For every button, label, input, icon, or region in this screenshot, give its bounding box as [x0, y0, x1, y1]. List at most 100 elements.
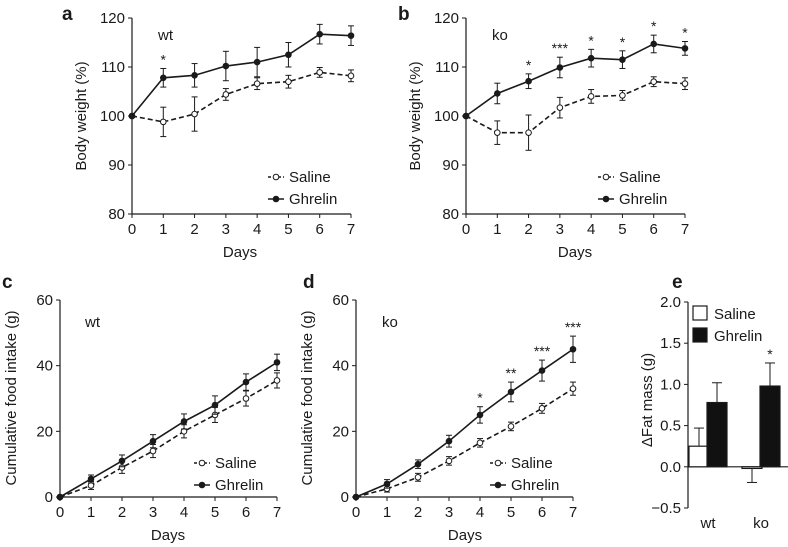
data-point-saline — [587, 93, 595, 100]
x-tick-label: 5 — [618, 221, 626, 238]
significance-marker: *** — [552, 40, 569, 56]
x-tick-label: 3 — [149, 504, 157, 521]
data-point-ghrelin — [507, 388, 515, 396]
legend-marker — [494, 459, 502, 467]
legend-label: Saline — [215, 455, 257, 472]
data-point-saline — [222, 91, 230, 98]
y-tick-label: 90 — [442, 157, 459, 174]
panel-letter: e — [672, 272, 683, 293]
x-tick-label: 6 — [242, 504, 250, 521]
y-tick-label: 80 — [442, 206, 459, 223]
significance-marker: * — [620, 34, 626, 50]
data-point-ghrelin — [242, 378, 250, 386]
x-tick-label: 7 — [681, 221, 689, 238]
y-tick-label: 90 — [108, 157, 125, 174]
y-tick-label: 100 — [100, 108, 125, 125]
x-tick-label: 4 — [587, 221, 595, 238]
series-line-saline — [131, 71, 352, 123]
data-point-ghrelin — [273, 359, 281, 366]
y-tick-label: 0.0 — [660, 459, 681, 476]
y-tick-label: 40 — [332, 358, 349, 375]
data-point-saline — [149, 447, 157, 455]
data-point-ghrelin — [383, 480, 391, 488]
series-line-saline — [465, 80, 686, 134]
x-tick-label: 6 — [538, 504, 546, 521]
y-axis-label: Body weight (%) — [407, 61, 424, 170]
category-label: ko — [753, 515, 769, 532]
y-tick-label: 60 — [36, 292, 53, 309]
group-label: ko — [492, 27, 508, 44]
x-tick-label: 2 — [118, 504, 126, 521]
y-tick-label: 120 — [434, 10, 459, 27]
significance-marker: * — [682, 25, 688, 41]
data-point-ghrelin — [87, 475, 95, 483]
data-point-saline — [650, 78, 658, 85]
panel-letter: a — [62, 4, 73, 25]
significance-marker: * — [161, 51, 167, 67]
y-axis-label: Cumulative food intake (g) — [3, 310, 20, 485]
group-label: ko — [382, 314, 398, 331]
y-tick-label: 2.0 — [660, 294, 681, 311]
y-tick-label: −0.5 — [651, 500, 681, 517]
panel-letter: c — [2, 272, 13, 293]
legend-label: Ghrelin — [714, 328, 762, 345]
x-tick-label: 5 — [507, 504, 515, 521]
data-point-saline — [476, 439, 484, 447]
series-line-saline — [59, 379, 278, 498]
data-point-ghrelin — [128, 112, 136, 120]
y-axis-label: Cumulative food intake (g) — [299, 310, 316, 485]
y-tick-label: 110 — [435, 59, 459, 76]
data-point-saline — [191, 110, 198, 118]
data-point-ghrelin — [476, 411, 484, 419]
data-point-ghrelin — [352, 493, 360, 501]
data-point-saline — [619, 92, 626, 99]
y-axis-label: ΔFat mass (g) — [639, 353, 656, 447]
data-point-ghrelin — [56, 493, 64, 501]
data-point-saline — [347, 72, 355, 80]
legend-label: Ghrelin — [511, 477, 559, 494]
data-point-ghrelin — [445, 437, 453, 445]
x-tick-label: 1 — [383, 504, 391, 521]
legend-swatch — [692, 327, 708, 343]
legend-marker — [602, 195, 610, 203]
data-point-ghrelin — [285, 51, 292, 59]
x-tick-label: 0 — [352, 504, 360, 521]
data-point-ghrelin — [569, 345, 577, 353]
panel-letter: d — [303, 272, 315, 293]
legend-marker — [602, 173, 610, 181]
data-point-ghrelin — [681, 45, 689, 52]
significance-marker: * — [526, 57, 532, 73]
data-point-ghrelin — [462, 112, 470, 120]
x-tick-label: 0 — [56, 504, 64, 521]
data-point-ghrelin — [159, 74, 167, 82]
y-tick-label: 0.5 — [660, 418, 681, 435]
y-axis-label: Body weight (%) — [73, 61, 90, 170]
significance-marker: *** — [565, 319, 582, 335]
x-tick-label: 6 — [316, 221, 324, 238]
data-point-ghrelin — [118, 457, 126, 465]
x-tick-label: 6 — [650, 221, 658, 238]
data-point-ghrelin — [493, 90, 501, 97]
data-point-ghrelin — [347, 32, 355, 39]
data-point-saline — [538, 405, 546, 412]
bar-ko-saline — [741, 466, 763, 470]
x-tick-label: 0 — [128, 221, 136, 238]
data-point-saline — [569, 385, 577, 392]
x-tick-label: 0 — [462, 221, 470, 238]
x-tick-label: 7 — [273, 504, 281, 521]
legend-label: Ghrelin — [619, 191, 667, 208]
significance-marker: * — [767, 346, 773, 362]
data-point-ghrelin — [149, 437, 157, 445]
data-point-saline — [525, 129, 532, 136]
data-point-saline — [242, 395, 250, 402]
legend-marker — [198, 459, 206, 467]
data-point-saline — [556, 104, 564, 111]
data-point-saline — [507, 423, 515, 430]
group-label: wt — [84, 314, 101, 331]
legend-marker — [272, 173, 280, 181]
series-line-ghrelin — [59, 361, 278, 498]
y-tick-label: 20 — [332, 423, 349, 440]
y-tick-label: 1.5 — [660, 335, 681, 352]
category-label: wt — [700, 515, 717, 532]
x-tick-label: 3 — [222, 221, 230, 238]
